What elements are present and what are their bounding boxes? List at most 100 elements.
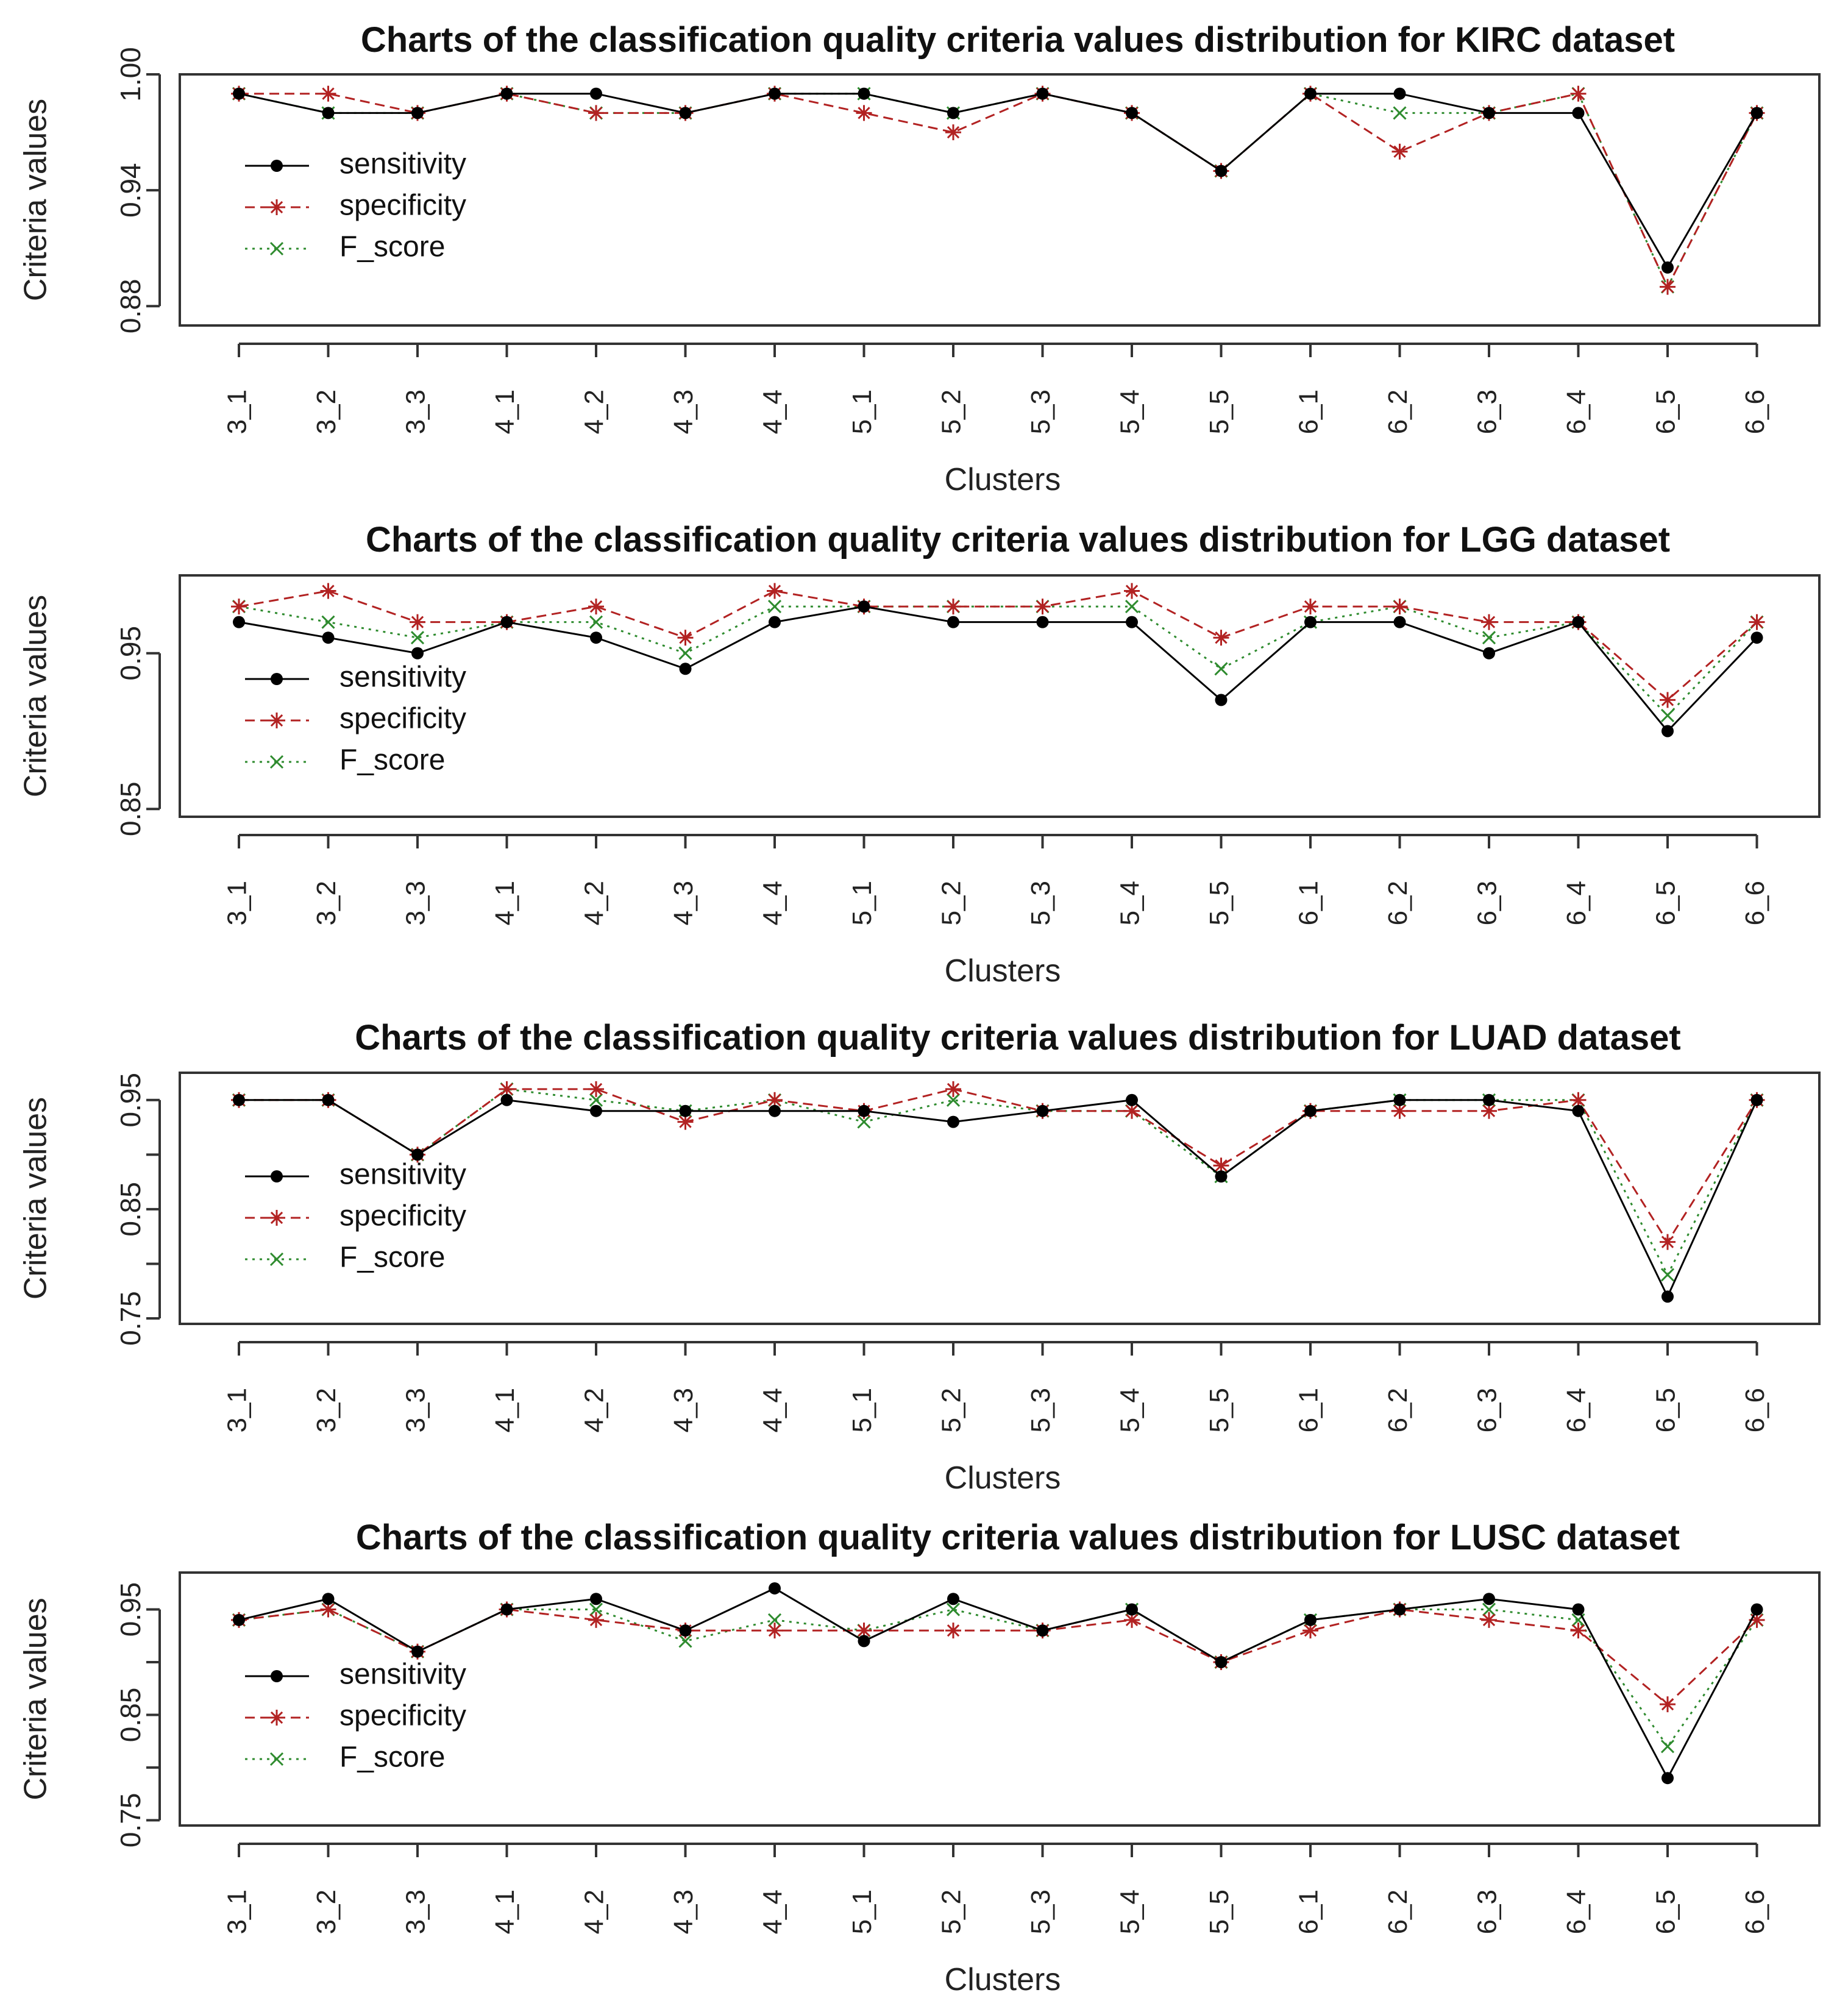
point-sensitivity (1304, 1104, 1317, 1117)
x-tick-label: 4_4 (758, 389, 788, 434)
x-tick-label: 5_1 (847, 1890, 877, 1934)
point-sensitivity (1304, 616, 1317, 628)
x-tick-label: 6_6 (1740, 1890, 1770, 1934)
point-F_score (321, 615, 335, 629)
x-tick-label: 6_3 (1473, 1890, 1502, 1934)
point-F_score (767, 600, 782, 614)
x-tick-label: 3_2 (311, 389, 341, 434)
point-F_score (1660, 708, 1675, 722)
point-F_score (589, 615, 603, 629)
x-tick-label: 4_4 (758, 1388, 788, 1432)
point-sensitivity (590, 631, 602, 644)
series-line-F_score (239, 1088, 1758, 1277)
legend-marker-sensitivity (271, 673, 283, 685)
point-sensitivity (858, 87, 870, 100)
x-tick-label: 4_3 (669, 1890, 698, 1934)
point-sensitivity (1126, 107, 1138, 119)
point-sensitivity (1750, 1093, 1763, 1106)
point-F_score (767, 1613, 782, 1627)
point-specificity (410, 614, 425, 630)
x-tick-label: 5_2 (937, 1388, 967, 1432)
chart-panel-3: Charts of the classification quality cri… (18, 1018, 1821, 1496)
x-tick-label: 4_2 (580, 389, 609, 434)
point-sensitivity (411, 107, 424, 119)
point-sensitivity (1393, 87, 1406, 100)
series-line-specificity (238, 1608, 1758, 1706)
legend-label-F_score: F_score (339, 744, 445, 777)
point-sensitivity (1750, 107, 1763, 119)
x-tick-label: 3_3 (401, 1890, 431, 1934)
point-specificity (1660, 692, 1676, 708)
x-tick-label: 4_1 (490, 1890, 520, 1934)
legend-label-specificity: specificity (339, 703, 466, 735)
point-sensitivity (679, 107, 692, 119)
point-specificity (677, 630, 694, 646)
point-sensitivity (1393, 1603, 1406, 1616)
x-tick-label: 6_5 (1651, 389, 1681, 434)
x-tick-label: 6_1 (1294, 1890, 1324, 1934)
x-tick-label: 3_1 (222, 881, 252, 925)
x-tick-label: 6_3 (1473, 881, 1502, 925)
point-sensitivity (590, 1593, 602, 1605)
point-sensitivity (233, 87, 245, 100)
x-tick-label: 3_3 (401, 389, 431, 434)
x-tick-label: 5_3 (1026, 881, 1056, 925)
x-tick-label: 4_4 (758, 1890, 788, 1934)
x-tick-label: 3_2 (311, 1388, 341, 1432)
legend-marker-specificity (269, 199, 285, 215)
point-sensitivity (858, 1635, 870, 1648)
point-sensitivity (679, 1104, 692, 1117)
point-sensitivity (233, 1613, 245, 1626)
x-tick-label: 6_6 (1740, 1388, 1770, 1432)
x-tick-label: 4_4 (758, 881, 788, 925)
point-specificity (1660, 1696, 1676, 1713)
x-tick-label: 5_2 (937, 1890, 967, 1934)
point-F_score (1393, 106, 1407, 120)
point-sensitivity (590, 1104, 602, 1117)
y-tick-label: 0.85 (115, 781, 146, 836)
chart-title: Charts of the classification quality cri… (361, 20, 1675, 60)
point-F_score (946, 1093, 961, 1107)
x-tick-label: 6_1 (1294, 1388, 1324, 1432)
x-tick-label: 4_1 (490, 389, 520, 434)
y-axis-label: Criteria values (18, 99, 54, 301)
plot-frame (179, 574, 1821, 818)
point-specificity (1391, 599, 1408, 615)
point-specificity (1302, 1623, 1318, 1639)
x-tick-label: 3_2 (311, 1890, 341, 1934)
x-tick-label: 6_4 (1562, 1388, 1591, 1432)
x-tick-label: 5_3 (1026, 1890, 1056, 1934)
x-tick-label: 6_4 (1562, 881, 1591, 925)
chart-title: Charts of the classification quality cri… (366, 520, 1670, 560)
point-F_score (589, 1093, 603, 1107)
legend-marker-specificity (269, 713, 285, 728)
x-tick-label: 5_5 (1204, 389, 1234, 434)
x-tick-label: 3_3 (401, 881, 431, 925)
legend-marker-specificity (269, 1210, 285, 1226)
point-specificity (1124, 583, 1140, 599)
x-tick-label: 6_2 (1383, 389, 1413, 434)
point-sensitivity (1572, 616, 1585, 628)
x-tick-label: 6_2 (1383, 881, 1413, 925)
legend-marker-sensitivity (271, 1170, 283, 1182)
point-sensitivity (1126, 1603, 1138, 1616)
point-specificity (856, 105, 872, 121)
point-sensitivity (322, 107, 335, 119)
x-tick-label: 6_4 (1562, 1890, 1591, 1934)
point-F_score (1482, 631, 1496, 645)
point-sensitivity (679, 1624, 692, 1637)
point-sensitivity (1572, 1603, 1585, 1616)
x-tick-label: 6_5 (1651, 881, 1681, 925)
point-specificity (767, 1623, 783, 1639)
y-axis-label: Criteria values (18, 1598, 54, 1800)
x-tick-label: 6_6 (1740, 881, 1770, 925)
y-tick-label: 0.75 (115, 1291, 146, 1346)
x-tick-label: 3_1 (222, 389, 252, 434)
x-tick-label: 5_2 (937, 389, 967, 434)
x-tick-label: 4_1 (490, 881, 520, 925)
y-tick-label: 0.85 (115, 1688, 146, 1743)
x-tick-label: 5_4 (1115, 1890, 1145, 1934)
point-sensitivity (769, 616, 781, 628)
point-specificity (1034, 599, 1051, 615)
